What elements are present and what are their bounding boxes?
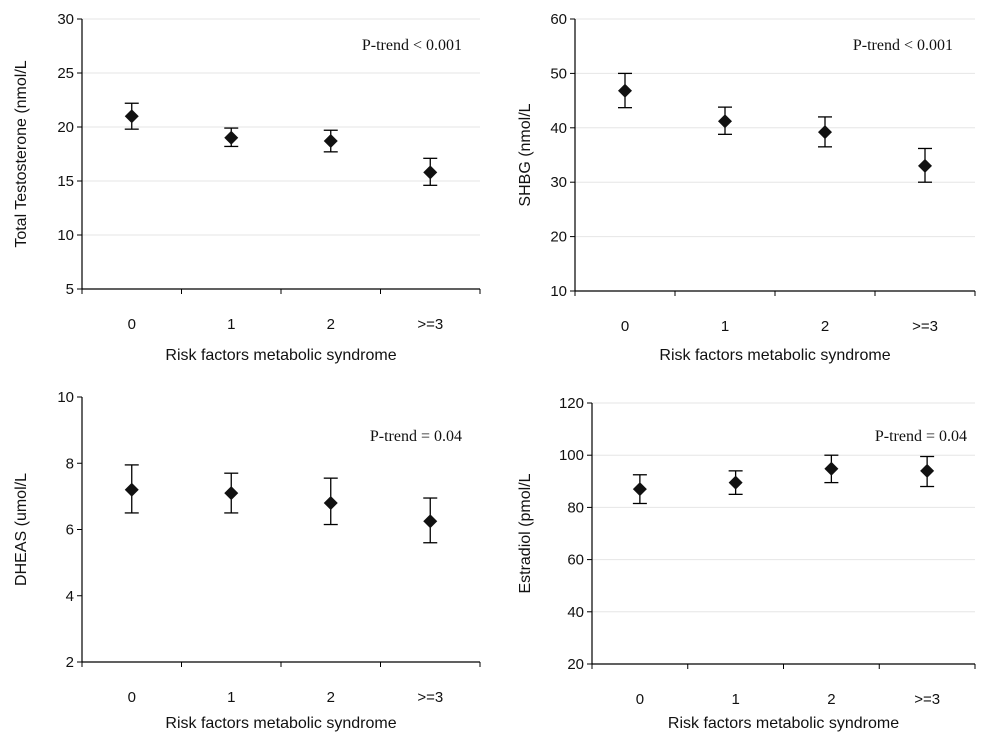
y-tick-label: 120 bbox=[559, 395, 584, 412]
y-tick-label: 5 bbox=[66, 281, 74, 298]
data-point-marker bbox=[618, 83, 632, 98]
x-tick-label: >=3 bbox=[417, 689, 443, 706]
x-tick-label: 0 bbox=[621, 318, 629, 335]
data-point-marker bbox=[818, 125, 832, 140]
y-axis-label: SHBG (nmol/L bbox=[517, 103, 534, 206]
data-point-marker bbox=[728, 475, 743, 490]
x-tick-label: >=3 bbox=[912, 318, 938, 335]
data-point-marker bbox=[124, 109, 139, 124]
y-tick-label: 60 bbox=[567, 552, 584, 569]
chart-panel-dheas: 2 4 6 8 10 0 1 2 >=3 Risk factors metabolic syndr… bbox=[13, 389, 481, 732]
y-tick-label: 20 bbox=[57, 119, 74, 136]
x-tick-label: 1 bbox=[227, 689, 235, 706]
x-tick-label: 2 bbox=[821, 318, 829, 335]
x-tick-label: 2 bbox=[327, 689, 335, 706]
chart-panel-shbg: 10 20 30 40 50 60 0 1 2 >=3 Risk factors metabolic… bbox=[517, 11, 976, 364]
x-axis-label: Risk factors metabolic syndrome bbox=[668, 715, 899, 732]
y-tick-label: 20 bbox=[567, 656, 584, 673]
x-tick-label: 2 bbox=[327, 316, 335, 333]
y-tick-label: 40 bbox=[550, 120, 567, 137]
y-axis-label: Total Testosterone (nmol/L bbox=[13, 60, 30, 247]
y-tick-label: 60 bbox=[550, 11, 567, 28]
y-tick-label: 80 bbox=[567, 499, 584, 516]
y-tick-label: 30 bbox=[550, 174, 567, 191]
p-trend-annotation: P-trend < 0.001 bbox=[853, 37, 953, 54]
y-tick-label: 30 bbox=[57, 11, 74, 28]
y-tick-label: 10 bbox=[57, 227, 74, 244]
x-tick-label: 0 bbox=[128, 689, 136, 706]
x-axis-label: Risk factors metabolic syndrome bbox=[659, 347, 890, 364]
y-tick-label: 2 bbox=[66, 654, 74, 671]
y-axis-label: DHEAS (umol/L bbox=[13, 473, 30, 586]
data-point-marker bbox=[918, 158, 932, 173]
y-tick-label: 10 bbox=[57, 389, 74, 406]
y-axis-label: Estradiol (pmol/L bbox=[517, 473, 534, 593]
x-tick-label: 1 bbox=[731, 691, 739, 708]
data-point-marker bbox=[124, 482, 139, 497]
data-point-marker bbox=[423, 165, 438, 180]
chart-panel-estradiol: 20 40 60 80 100 120 0 1 2 >=3 Risk factors metabol… bbox=[517, 395, 976, 732]
y-tick-label: 4 bbox=[66, 588, 74, 605]
data-point-marker bbox=[323, 134, 338, 149]
x-tick-label: >=3 bbox=[417, 316, 443, 333]
x-tick-label: 1 bbox=[721, 318, 729, 335]
y-tick-label: 25 bbox=[57, 65, 74, 82]
y-tick-label: 40 bbox=[567, 604, 584, 621]
x-tick-label: 2 bbox=[827, 691, 835, 708]
data-point-marker bbox=[718, 114, 732, 129]
x-tick-label: 0 bbox=[636, 691, 644, 708]
y-tick-label: 100 bbox=[559, 447, 584, 464]
x-tick-label: 0 bbox=[128, 316, 136, 333]
y-tick-label: 8 bbox=[66, 455, 74, 472]
data-point-marker bbox=[423, 514, 438, 529]
y-tick-label: 10 bbox=[550, 283, 567, 300]
y-tick-label: 15 bbox=[57, 173, 74, 190]
x-axis-label: Risk factors metabolic syndrome bbox=[165, 347, 396, 364]
y-tick-label: 20 bbox=[550, 229, 567, 246]
x-axis-label: Risk factors metabolic syndrome bbox=[165, 715, 396, 732]
x-tick-label: >=3 bbox=[914, 691, 940, 708]
data-point-marker bbox=[224, 486, 239, 501]
x-tick-label: 1 bbox=[227, 316, 235, 333]
p-trend-annotation: P-trend = 0.04 bbox=[875, 428, 967, 445]
chart-panel-testosterone: 5 10 15 20 25 30 0 1 2 >=3 Risk factors metabolic … bbox=[13, 11, 481, 364]
p-trend-annotation: P-trend < 0.001 bbox=[362, 37, 462, 54]
data-point-marker bbox=[323, 496, 338, 510]
data-point-marker bbox=[920, 463, 935, 478]
data-point-marker bbox=[632, 482, 647, 497]
p-trend-annotation: P-trend = 0.04 bbox=[370, 428, 462, 445]
data-point-marker bbox=[224, 130, 239, 145]
data-point-marker bbox=[824, 461, 839, 476]
y-tick-label: 6 bbox=[66, 522, 74, 539]
y-tick-label: 50 bbox=[550, 65, 567, 82]
